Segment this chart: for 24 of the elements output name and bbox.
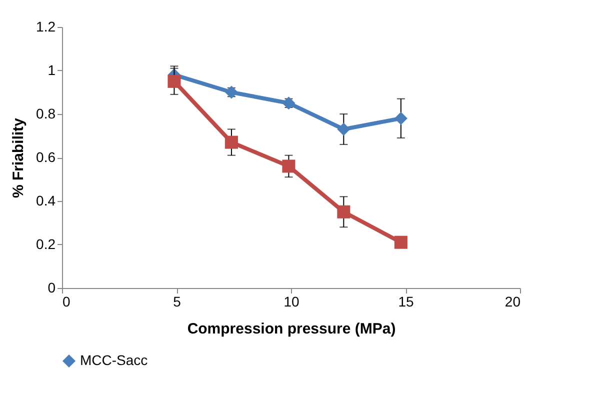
legend-label: MCC-Sacc (80, 352, 148, 368)
point (394, 112, 408, 125)
y-tick-label: 0.2 (36, 236, 56, 252)
x-tick-label: 15 (398, 294, 414, 310)
y-tick-label: 1.2 (36, 18, 56, 34)
point (224, 86, 238, 99)
x-axis-title: Compression pressure (MPa) (187, 320, 396, 338)
y-tick-label: 1 (48, 62, 56, 78)
point (224, 136, 238, 149)
x-tick-label: 20 (504, 294, 521, 310)
point (282, 96, 296, 110)
x-tick-label: 5 (173, 294, 182, 310)
y-axis-title: % Friability (10, 117, 28, 198)
point (394, 236, 408, 249)
y-tick-label: 0.8 (36, 106, 56, 122)
y-tick-label: 0 (48, 280, 56, 296)
x-tick-label: 0 (62, 294, 70, 310)
point (168, 74, 181, 88)
y-tick-label: 0.4 (36, 192, 56, 208)
x-tick-label: 10 (284, 294, 300, 310)
point (337, 122, 350, 136)
y-tick-label: 0.6 (36, 149, 56, 165)
point (337, 205, 350, 218)
point (282, 160, 296, 173)
